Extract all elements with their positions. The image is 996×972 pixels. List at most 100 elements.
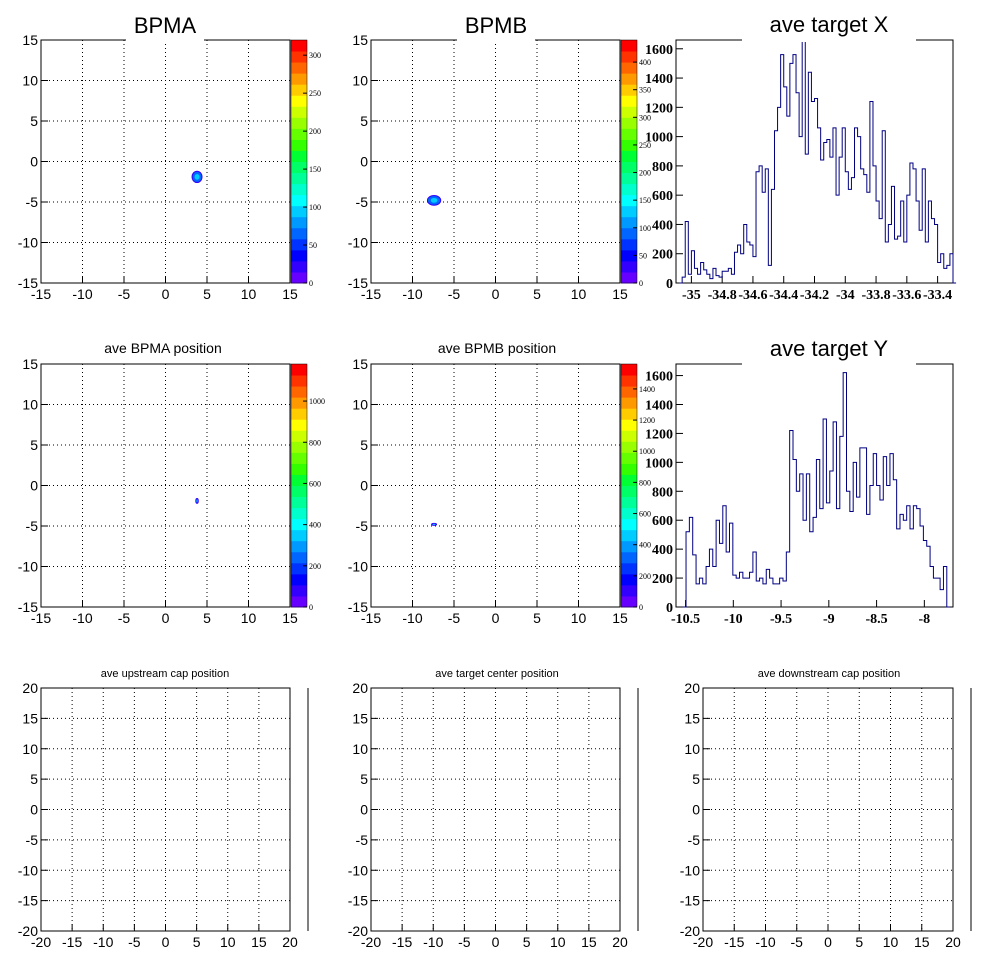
y-tick-label: 15 bbox=[352, 356, 368, 372]
y-tick-label: 5 bbox=[360, 771, 368, 787]
color-scale-band bbox=[291, 540, 307, 553]
x-tick-label: 10 bbox=[220, 934, 236, 950]
color-scale-label: 1200 bbox=[639, 416, 655, 425]
color-scale-band bbox=[621, 573, 637, 586]
x-tick-label: -8.5 bbox=[866, 612, 888, 627]
x-tick-label: 10 bbox=[571, 286, 587, 302]
color-scale-band bbox=[291, 463, 307, 475]
color-scale-band bbox=[621, 474, 637, 486]
color-scale-band bbox=[621, 249, 637, 262]
title-box bbox=[742, 12, 916, 42]
color-scale-band bbox=[291, 62, 307, 74]
x-tick-label: -15 bbox=[724, 934, 744, 950]
y-tick-label: 5 bbox=[30, 771, 38, 787]
color-scale-label: 150 bbox=[309, 165, 321, 174]
y-tick-label: 0 bbox=[360, 802, 368, 818]
color-scale-band bbox=[621, 271, 637, 284]
y-tick-label: -10 bbox=[18, 862, 38, 878]
x-tick-label: -5 bbox=[791, 934, 804, 950]
y-tick-label: 5 bbox=[360, 113, 368, 129]
color-scale-band bbox=[621, 386, 637, 398]
x-tick-label: 5 bbox=[855, 934, 863, 950]
x-tick-label: -33.4 bbox=[923, 288, 952, 303]
color-scale-band bbox=[621, 84, 637, 96]
color-scale-band bbox=[621, 106, 637, 118]
x-tick-label: 20 bbox=[282, 934, 298, 950]
color-scale-label: 1400 bbox=[639, 385, 655, 394]
color-scale-label: 600 bbox=[639, 510, 651, 519]
x-tick-label: -5 bbox=[458, 934, 471, 950]
x-tick-label: 15 bbox=[914, 934, 930, 950]
panel-title: ave target Y bbox=[770, 336, 889, 361]
x-tick-label: -10 bbox=[423, 934, 443, 950]
x-tick-label: -5 bbox=[128, 934, 141, 950]
y-tick-label: 0 bbox=[30, 478, 38, 494]
y-tick-label: 400 bbox=[652, 543, 673, 558]
color-scale-band bbox=[291, 408, 307, 420]
color-scale-band bbox=[291, 238, 307, 251]
x-tick-label: -34.8 bbox=[708, 288, 737, 303]
x-tick-label: -20 bbox=[361, 934, 381, 950]
panel-3: -35 -34.8 -34.6 -34.4 -34.2 -34 -33.8 -33.6 -33.… bbox=[645, 12, 957, 303]
plot-frame bbox=[675, 39, 954, 284]
color-scale-band bbox=[291, 375, 307, 387]
color-scale-band bbox=[291, 260, 307, 273]
y-tick-label: 15 bbox=[22, 356, 38, 372]
color-scale-band bbox=[621, 161, 637, 174]
color-scale-band bbox=[621, 419, 637, 431]
y-tick-label: -15 bbox=[18, 893, 38, 909]
panel-8: -20 -15 -10 -5 0 5 10 15 20 -20 -15 -10 -5 0 5 10 15 20 av… bbox=[348, 668, 639, 950]
y-tick-label: -15 bbox=[680, 893, 700, 909]
color-scale-band bbox=[291, 73, 307, 85]
color-scale-label: 800 bbox=[309, 438, 321, 447]
color-scale-band bbox=[291, 386, 307, 398]
color-scale-band bbox=[291, 595, 307, 608]
y-tick-label: 1200 bbox=[645, 427, 673, 442]
y-tick-label: 15 bbox=[684, 710, 700, 726]
x-tick-label: -10 bbox=[724, 612, 743, 627]
color-scale-band bbox=[291, 161, 307, 174]
histogram-line bbox=[682, 372, 951, 608]
color-scale-band bbox=[291, 441, 307, 453]
color-scale-band bbox=[291, 573, 307, 586]
color-scale-frame bbox=[290, 39, 308, 284]
x-tick-label: 10 bbox=[883, 934, 899, 950]
x-tick-label: -10 bbox=[755, 934, 775, 950]
color-scale-band bbox=[621, 238, 637, 251]
y-tick-label: 10 bbox=[22, 741, 38, 757]
histogram-line bbox=[679, 39, 957, 284]
color-scale-band bbox=[291, 205, 307, 218]
y-tick-label: 800 bbox=[652, 160, 673, 175]
color-scale-band bbox=[621, 595, 637, 608]
title-box bbox=[424, 341, 570, 363]
x-tick-label: -34.2 bbox=[800, 288, 829, 303]
y-tick-label: -5 bbox=[688, 832, 701, 848]
density-blob-core bbox=[432, 523, 436, 525]
y-tick-label: 20 bbox=[684, 680, 700, 696]
panel-9: -20 -15 -10 -5 0 5 10 15 20 -20 -15 -10 -5 0 5 10 15 20 av… bbox=[680, 668, 972, 950]
y-tick-label: 20 bbox=[22, 680, 38, 696]
color-scale-band bbox=[291, 117, 307, 129]
x-tick-label: 5 bbox=[193, 934, 201, 950]
y-tick-label: 5 bbox=[360, 437, 368, 453]
x-tick-label: 15 bbox=[282, 286, 298, 302]
y-tick-label: 400 bbox=[652, 218, 673, 233]
color-scale-label: 250 bbox=[309, 89, 321, 98]
y-tick-label: 1600 bbox=[645, 370, 673, 385]
color-scale-band bbox=[291, 150, 307, 162]
y-tick-label: 600 bbox=[652, 514, 673, 529]
y-tick-label: -15 bbox=[348, 599, 368, 615]
color-scale-band bbox=[621, 463, 637, 475]
y-tick-label: -10 bbox=[18, 559, 38, 575]
y-tick-label: 15 bbox=[22, 32, 38, 48]
y-tick-label: 0 bbox=[692, 802, 700, 818]
x-tick-label: 15 bbox=[612, 286, 628, 302]
panel-5: -15 -10 -5 0 5 10 15 -15 -10 -5 0 5 10 15 0 200 400 600 80… bbox=[348, 340, 655, 626]
color-scale-label: 400 bbox=[639, 541, 651, 550]
x-tick-label: -15 bbox=[361, 286, 381, 302]
color-scale-label: 400 bbox=[309, 521, 321, 530]
y-tick-label: -10 bbox=[348, 559, 368, 575]
color-scale-band bbox=[291, 562, 307, 575]
color-scale-band bbox=[291, 216, 307, 229]
panel-2: -15 -10 -5 0 5 10 15-15-10-5051015050100150200… bbox=[348, 13, 651, 302]
